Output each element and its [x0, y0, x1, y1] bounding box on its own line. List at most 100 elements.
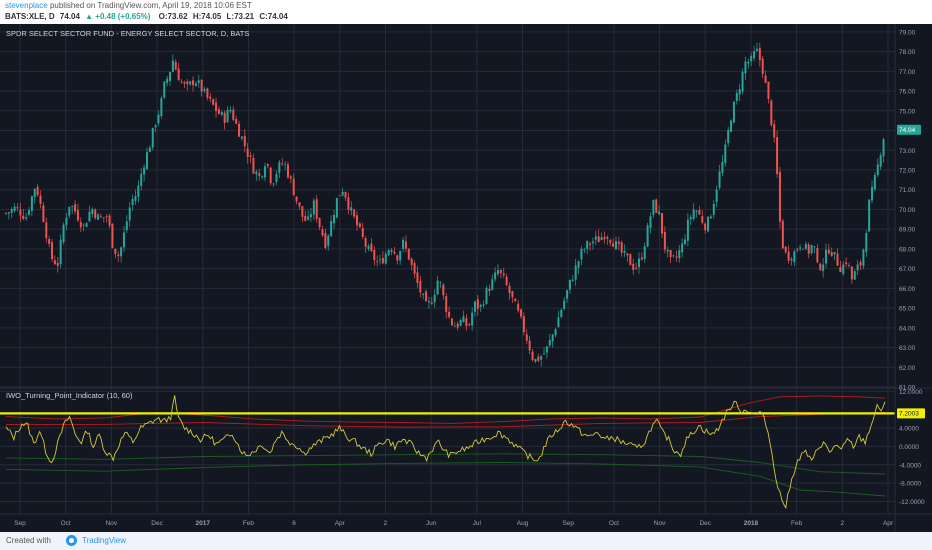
candle-body — [430, 302, 433, 304]
candle-body — [505, 276, 508, 286]
candle-body — [868, 199, 871, 232]
candle-body — [658, 211, 661, 215]
candle-body — [88, 211, 91, 222]
candle-body — [712, 203, 715, 215]
candle-body — [476, 299, 479, 309]
time-tick-label: Sep — [14, 520, 26, 527]
candle-body — [353, 209, 356, 217]
candle-body — [551, 334, 554, 342]
candle-body — [614, 241, 617, 250]
candle-body — [566, 290, 569, 299]
candle-body — [321, 229, 324, 236]
candle-body — [99, 216, 102, 218]
indicator-axis[interactable]: 12.0000 4.0000 0.0000 -4.0000 -8.0000 -12.000… — [899, 389, 925, 506]
candle-body — [617, 241, 620, 244]
time-axis[interactable]: Sep Oct Nov Dec 2017 Feb 6 Apr 2 Jun Jul Aug Sep Oct N… — [14, 520, 894, 527]
time-tick-label: Apr — [883, 520, 894, 527]
candle-body — [672, 255, 675, 257]
author-link[interactable]: stevenplace — [5, 1, 48, 10]
candle-body — [62, 224, 65, 243]
candle-body — [479, 304, 482, 307]
candle-body — [456, 323, 459, 328]
candle-body — [580, 248, 583, 260]
candle-body — [816, 248, 819, 263]
candle-body — [376, 261, 379, 262]
ohlc-readout: BATS:XLE, D 74.04 ▲ +0.48 (+0.65%) O:73.… — [5, 12, 291, 21]
publish-info: stevenplace published on TradingView.com… — [5, 1, 252, 10]
candle-body — [358, 223, 361, 228]
grid — [0, 24, 895, 514]
candle-body — [341, 191, 344, 196]
price-tick-label: 66.00 — [899, 286, 916, 293]
candle-body — [767, 81, 770, 99]
candle-body — [404, 241, 407, 249]
candle-body — [235, 118, 238, 124]
chart-canvas[interactable]: 61.00 62.00 63.00 64.00 65.00 66.00 67.00 68.00… — [0, 24, 932, 532]
candle-body — [286, 164, 289, 178]
candle-body — [663, 231, 666, 250]
candle-body — [402, 239, 405, 249]
candle-body — [272, 183, 275, 185]
candle-body — [695, 210, 698, 212]
candle-body — [491, 279, 494, 290]
price-tick-label: 79.00 — [899, 29, 916, 36]
tradingview-logo-icon[interactable] — [66, 535, 77, 546]
candle-body — [94, 209, 97, 218]
candle-body — [540, 356, 543, 360]
candle-body — [332, 214, 335, 224]
tradingview-link[interactable]: TradingView — [82, 536, 127, 545]
indicator-tick-label: 12.0000 — [899, 389, 923, 396]
candle-body — [240, 136, 243, 139]
candle-body — [114, 248, 117, 254]
indicator-tick-label: 4.0000 — [899, 426, 919, 433]
candle-body — [82, 224, 85, 226]
candle-body — [410, 258, 413, 265]
candle-body — [790, 259, 793, 261]
candle-body — [249, 155, 252, 158]
candle-body — [10, 208, 13, 213]
candle-body — [76, 209, 79, 221]
low-value: L:73.21 — [226, 12, 255, 21]
candle-body — [776, 137, 779, 175]
candle-body — [528, 340, 531, 351]
candle-body — [761, 58, 764, 74]
candle-body — [258, 173, 261, 176]
time-tick-label: 2 — [384, 520, 388, 527]
candle-body — [646, 225, 649, 247]
candle-body — [189, 81, 192, 85]
candle-body — [51, 242, 54, 260]
candle-body — [65, 217, 68, 226]
candle-body — [436, 280, 439, 295]
candle-body — [439, 282, 442, 283]
candle-body — [543, 353, 546, 355]
candle-body — [186, 81, 189, 85]
candle-body — [324, 233, 327, 249]
candle-body — [462, 316, 465, 323]
candle-body — [496, 270, 499, 275]
candle-body — [522, 316, 525, 333]
candle-body — [212, 99, 215, 105]
candle-body — [194, 83, 197, 86]
price-tick-label: 73.00 — [899, 148, 916, 155]
candle-body — [151, 127, 154, 148]
candle-body — [773, 124, 776, 138]
candle-body — [842, 264, 845, 274]
candle-body — [836, 253, 839, 266]
indicator-tick-label: -4.0000 — [899, 462, 921, 469]
candle-body — [591, 241, 594, 244]
candle-body — [781, 220, 784, 249]
candle-body — [554, 329, 557, 336]
candle-body — [263, 166, 266, 178]
candle-body — [111, 223, 114, 248]
candle-body — [56, 262, 59, 266]
candle-body — [59, 239, 62, 265]
candle-body — [171, 60, 174, 72]
candle-body — [183, 82, 186, 84]
candle-body — [445, 296, 448, 312]
candle-body — [384, 253, 387, 264]
candle-body — [594, 236, 597, 240]
candle-body — [485, 287, 488, 304]
candle-body — [824, 249, 827, 264]
indicator-tick-label: -8.0000 — [899, 481, 921, 488]
candle-body — [801, 248, 804, 250]
